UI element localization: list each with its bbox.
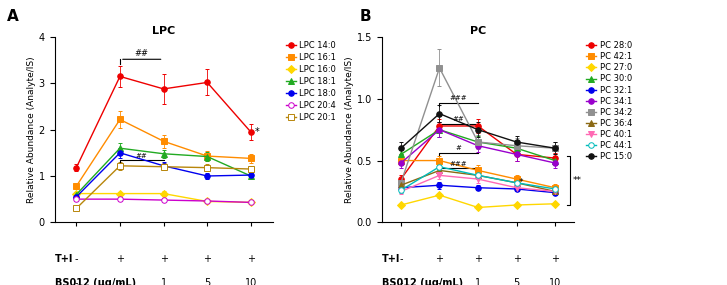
Text: +: + <box>513 254 521 264</box>
Text: BS012 (μg/mL): BS012 (μg/mL) <box>55 278 136 285</box>
Text: ###: ### <box>450 95 467 101</box>
Text: A: A <box>7 9 19 24</box>
Text: +: + <box>159 254 168 264</box>
Y-axis label: Relative Abundance (Analyte/IS): Relative Abundance (Analyte/IS) <box>27 56 36 203</box>
Text: BS012 (μg/mL): BS012 (μg/mL) <box>382 278 463 285</box>
Text: -: - <box>75 278 78 285</box>
Text: -: - <box>75 254 78 264</box>
Text: -: - <box>119 278 121 285</box>
Text: -: - <box>399 254 403 264</box>
Title: LPC: LPC <box>152 26 175 36</box>
Text: -: - <box>438 278 441 285</box>
Text: ##: ## <box>134 49 149 58</box>
Text: +: + <box>435 254 443 264</box>
Text: +: + <box>246 254 255 264</box>
Text: T+I: T+I <box>55 254 73 264</box>
Text: +: + <box>551 254 559 264</box>
Text: ##: ## <box>136 153 148 159</box>
Text: B: B <box>360 9 371 24</box>
Text: 5: 5 <box>513 278 520 285</box>
Text: *: * <box>255 127 260 137</box>
Text: 10: 10 <box>549 278 561 285</box>
Text: **: ** <box>572 176 582 185</box>
Legend: LPC 14:0, LPC 16:1, LPC 16:0, LPC 18:1, LPC 18:0, LPC 20:4, LPC 20:1: LPC 14:0, LPC 16:1, LPC 16:0, LPC 18:1, … <box>286 41 336 122</box>
Text: ###: ### <box>450 161 467 167</box>
Text: 10: 10 <box>245 278 257 285</box>
Text: -: - <box>399 278 403 285</box>
Text: +: + <box>474 254 482 264</box>
Text: *: * <box>518 178 523 187</box>
Text: 1: 1 <box>161 278 166 285</box>
Text: +: + <box>203 254 212 264</box>
Text: +: + <box>116 254 124 264</box>
Text: 1: 1 <box>475 278 481 285</box>
Text: ##: ## <box>453 116 465 122</box>
Legend: PC 28:0, PC 42:1, PC 27:0, PC 30:0, PC 32:1, PC 34:1, PC 34:2, PC 36:4, PC 40:1,: PC 28:0, PC 42:1, PC 27:0, PC 30:0, PC 3… <box>586 41 632 161</box>
Title: PC: PC <box>470 26 486 36</box>
Text: 5: 5 <box>204 278 210 285</box>
Text: #: # <box>456 145 462 151</box>
Text: T+I: T+I <box>382 254 400 264</box>
Y-axis label: Relative Abundance (Analyte/IS): Relative Abundance (Analyte/IS) <box>345 56 354 203</box>
